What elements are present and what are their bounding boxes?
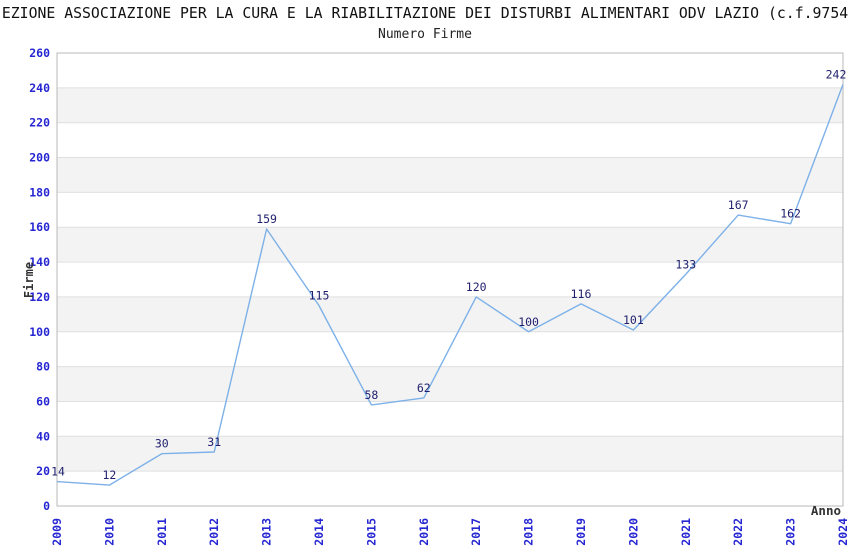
y-tick-label: 200 <box>29 151 50 165</box>
data-label: 242 <box>826 67 847 81</box>
x-tick-label: 2021 <box>679 518 693 546</box>
data-label: 101 <box>623 313 644 327</box>
y-tick-label: 220 <box>29 116 50 130</box>
plot-band <box>57 296 843 332</box>
plot-band <box>57 227 843 263</box>
data-label: 30 <box>155 437 169 451</box>
x-tick-label: 2011 <box>155 518 169 546</box>
plot-band <box>57 157 843 193</box>
y-tick-label: 40 <box>36 429 50 443</box>
x-tick-label: 2023 <box>784 518 798 546</box>
y-tick-label: 240 <box>29 81 50 95</box>
data-label: 115 <box>309 289 330 303</box>
data-label: 31 <box>207 435 221 449</box>
x-tick-label: 2024 <box>836 518 850 546</box>
x-tick-label: 2010 <box>102 518 116 546</box>
data-label: 116 <box>571 287 592 301</box>
x-tick-label: 2013 <box>260 518 274 546</box>
x-tick-label: 2019 <box>574 518 588 546</box>
y-tick-label: 160 <box>29 220 50 234</box>
y-tick-label: 20 <box>36 464 50 478</box>
y-tick-label: 60 <box>36 394 50 408</box>
y-tick-label: 80 <box>36 360 50 374</box>
data-label: 12 <box>102 468 116 482</box>
line-series <box>56 84 844 486</box>
x-tick-label: 2018 <box>522 518 536 546</box>
y-tick-label: 180 <box>29 185 50 199</box>
y-tick-label: 100 <box>29 325 50 339</box>
data-label: 58 <box>364 388 378 402</box>
plot-border <box>56 52 844 507</box>
x-tick-label: 2022 <box>731 518 745 546</box>
data-label: 120 <box>466 280 487 294</box>
data-label: 100 <box>518 315 539 329</box>
data-label: 162 <box>780 207 801 221</box>
y-axis-title: Firme <box>22 261 36 299</box>
x-tick-label: 2012 <box>207 518 221 546</box>
plot-band <box>57 366 843 402</box>
y-tick-label: 140 <box>29 255 50 269</box>
x-tick-label: 2016 <box>417 518 431 546</box>
x-tick-label: 2020 <box>626 518 640 546</box>
data-label: 62 <box>417 381 431 395</box>
plot-band <box>57 436 843 472</box>
data-label: 133 <box>675 257 696 271</box>
x-tick-label: 2009 <box>50 518 64 546</box>
y-tick-label: 260 <box>29 46 50 60</box>
chart-subtitle: Numero Firme <box>378 27 472 42</box>
x-tick-label: 2017 <box>469 518 483 546</box>
plot-band <box>57 87 843 123</box>
data-label: 14 <box>51 465 65 479</box>
data-label: 167 <box>728 198 749 212</box>
chart-title: EZIONE ASSOCIAZIONE PER LA CURA E LA RIA… <box>1 5 849 22</box>
x-tick-label: 2015 <box>364 518 378 546</box>
y-tick-label: 120 <box>29 290 50 304</box>
y-tick-label: 0 <box>43 499 50 513</box>
data-label: 159 <box>256 212 277 226</box>
x-tick-label: 2014 <box>312 518 326 546</box>
x-axis-title: Anno <box>810 503 841 518</box>
